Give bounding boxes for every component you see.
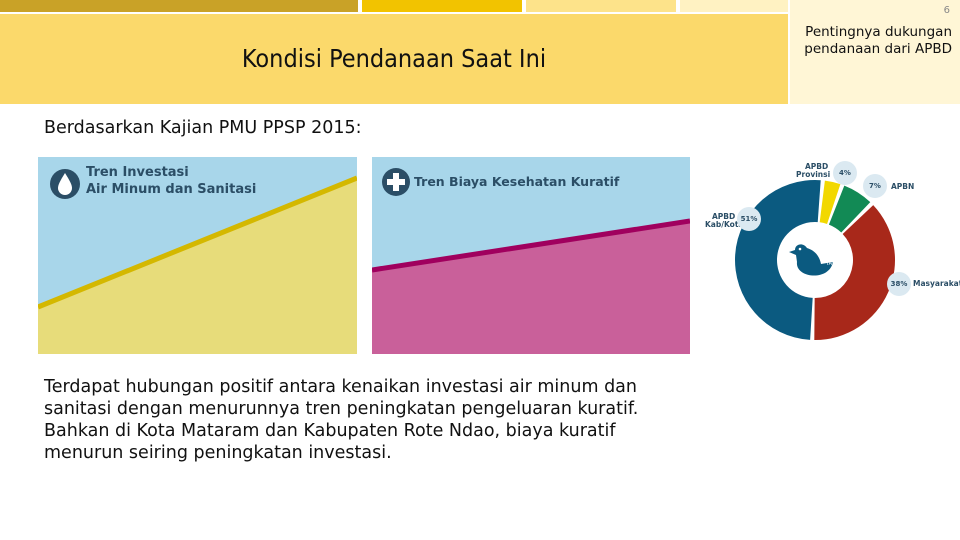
label-apbd-kab-1: APBD: [712, 212, 736, 221]
slice-apbn: [828, 185, 871, 233]
investment-trend-title-1: Tren Investasi: [86, 165, 189, 180]
label-apbd-provinsi-1: APBD: [805, 162, 829, 171]
donut-svg: TAP: [735, 180, 895, 340]
header-band: [0, 14, 788, 104]
medical-cross-icon: [382, 168, 410, 196]
slice-apbd-provinsi: [819, 180, 841, 224]
funding-donut-chart: TAP APBD Provinsi 4% 7% APBN APBD Kab/Ko…: [700, 150, 960, 350]
center-badge-text: TAP: [825, 261, 835, 267]
pct-badge-masyarakat: 38%: [887, 272, 911, 296]
investment-trend-panel: Tren Investasi Air Minum dan Sanitasi: [38, 157, 357, 354]
pct-badge-provinsi: 4%: [833, 161, 857, 185]
label-masyarakat: Masyarakat: [913, 279, 960, 288]
curative-cost-graphic: [372, 157, 690, 354]
curative-cost-panel: Tren Biaya Kesehatan Kuratif: [372, 157, 690, 354]
label-apbn: APBN: [891, 182, 915, 191]
top-strip-3: [526, 0, 676, 12]
top-strip-2: [362, 0, 522, 12]
top-strip-4: [680, 0, 788, 12]
slice-masyarakat: [814, 205, 895, 340]
label-apbd-kab-2: Kab/Kota: [705, 220, 744, 229]
top-strip-1: [0, 0, 358, 12]
curative-cost-title: Tren Biaya Kesehatan Kuratif: [414, 174, 620, 189]
subtitle: Berdasarkan Kajian PMU PPSP 2015:: [44, 118, 362, 138]
water-drop-icon: [50, 169, 80, 199]
chicken-icon: [780, 225, 850, 295]
pct-badge-kab: 51%: [737, 207, 761, 231]
label-apbd-provinsi-2: Provinsi: [796, 170, 831, 179]
slide-title: Kondisi Pendanaan Saat Ini: [241, 44, 547, 73]
body-paragraph: Terdapat hubungan positif antara kenaika…: [44, 377, 639, 463]
pct-badge-apbn: 7%: [863, 174, 887, 198]
investment-trend-graphic: [38, 157, 357, 354]
side-note: Pentingnya dukungan pendanaan dari APBD: [804, 24, 952, 57]
side-band: [790, 0, 960, 104]
slide-number: 6: [943, 5, 950, 16]
investment-trend-title-2: Air Minum dan Sanitasi: [86, 182, 257, 197]
